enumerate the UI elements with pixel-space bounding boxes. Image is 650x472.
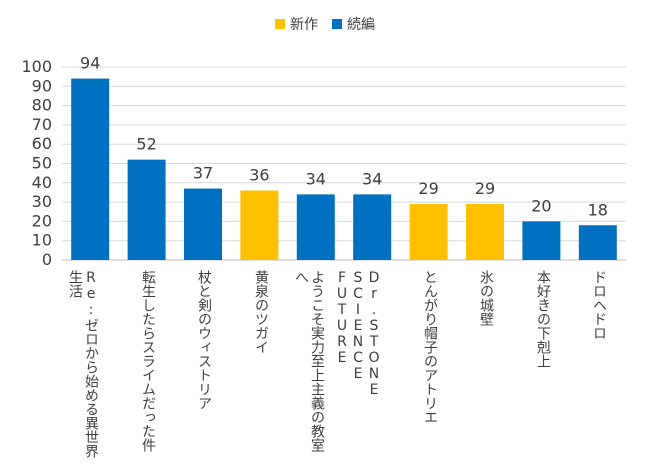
legend-label-new: 新作 [290,17,318,33]
data-label-1: 52 [136,135,156,154]
bar-5 [353,194,392,260]
data-label-9: 18 [588,200,608,219]
y-tick-label-10: 10 [32,231,52,250]
bar-8 [522,221,561,260]
category-label-5: Dr.STONE SCIENCE FUTURE [334,270,382,414]
y-tick-label-40: 40 [32,173,52,192]
data-label-2: 37 [193,164,213,183]
bar-2 [184,188,222,260]
legend-item-sequel: 続編 [332,14,375,34]
category-label-2: 杖と剣のウィストリア [196,270,212,410]
y-tick-label-50: 50 [32,154,52,173]
data-label-3: 36 [249,166,269,185]
category-label-0: Re:ゼロから始める異世界生活 [67,270,99,458]
category-label-9: ドロヘドロ [591,270,607,340]
category-label-7: 氷の城壁 [478,270,494,326]
category-label-1: 転生したらスライムだった件 [140,270,156,452]
category-label-8: 本好きの下剋上 [535,270,551,368]
bar-0 [71,78,110,260]
legend-swatch-sequel [332,19,342,29]
data-label-8: 20 [531,196,551,215]
y-tick-label-0: 0 [42,250,52,269]
bar-3 [240,190,279,260]
bar-7 [466,204,504,260]
y-tick-label-100: 100 [21,57,52,76]
y-tick-label-20: 20 [32,211,52,230]
legend-item-new: 新作 [275,14,318,34]
legend-swatch-new [275,19,285,29]
data-label-5: 34 [362,169,382,188]
y-tick-label-70: 70 [32,115,52,134]
category-label-3: 黄泉のツガイ [253,270,269,354]
data-label-6: 29 [418,179,438,198]
y-tick-label-60: 60 [32,134,52,153]
y-tick-label-30: 30 [32,192,52,211]
bar-9 [578,225,617,260]
legend-label-sequel: 続編 [347,17,375,33]
y-tick-label-80: 80 [32,96,52,115]
legend: 新作 続編 [0,14,650,34]
data-label-0: 94 [80,54,100,73]
bar-1 [127,159,166,260]
data-label-7: 29 [475,179,495,198]
category-label-6: とんがり帽子のアトリエ [422,270,438,424]
y-tick-label-90: 90 [32,76,52,95]
category-label-4: ようこそ実力至上主義の教室へ [293,270,325,452]
bar-4 [296,194,335,260]
data-label-4: 34 [306,169,326,188]
bar-6 [409,204,448,260]
